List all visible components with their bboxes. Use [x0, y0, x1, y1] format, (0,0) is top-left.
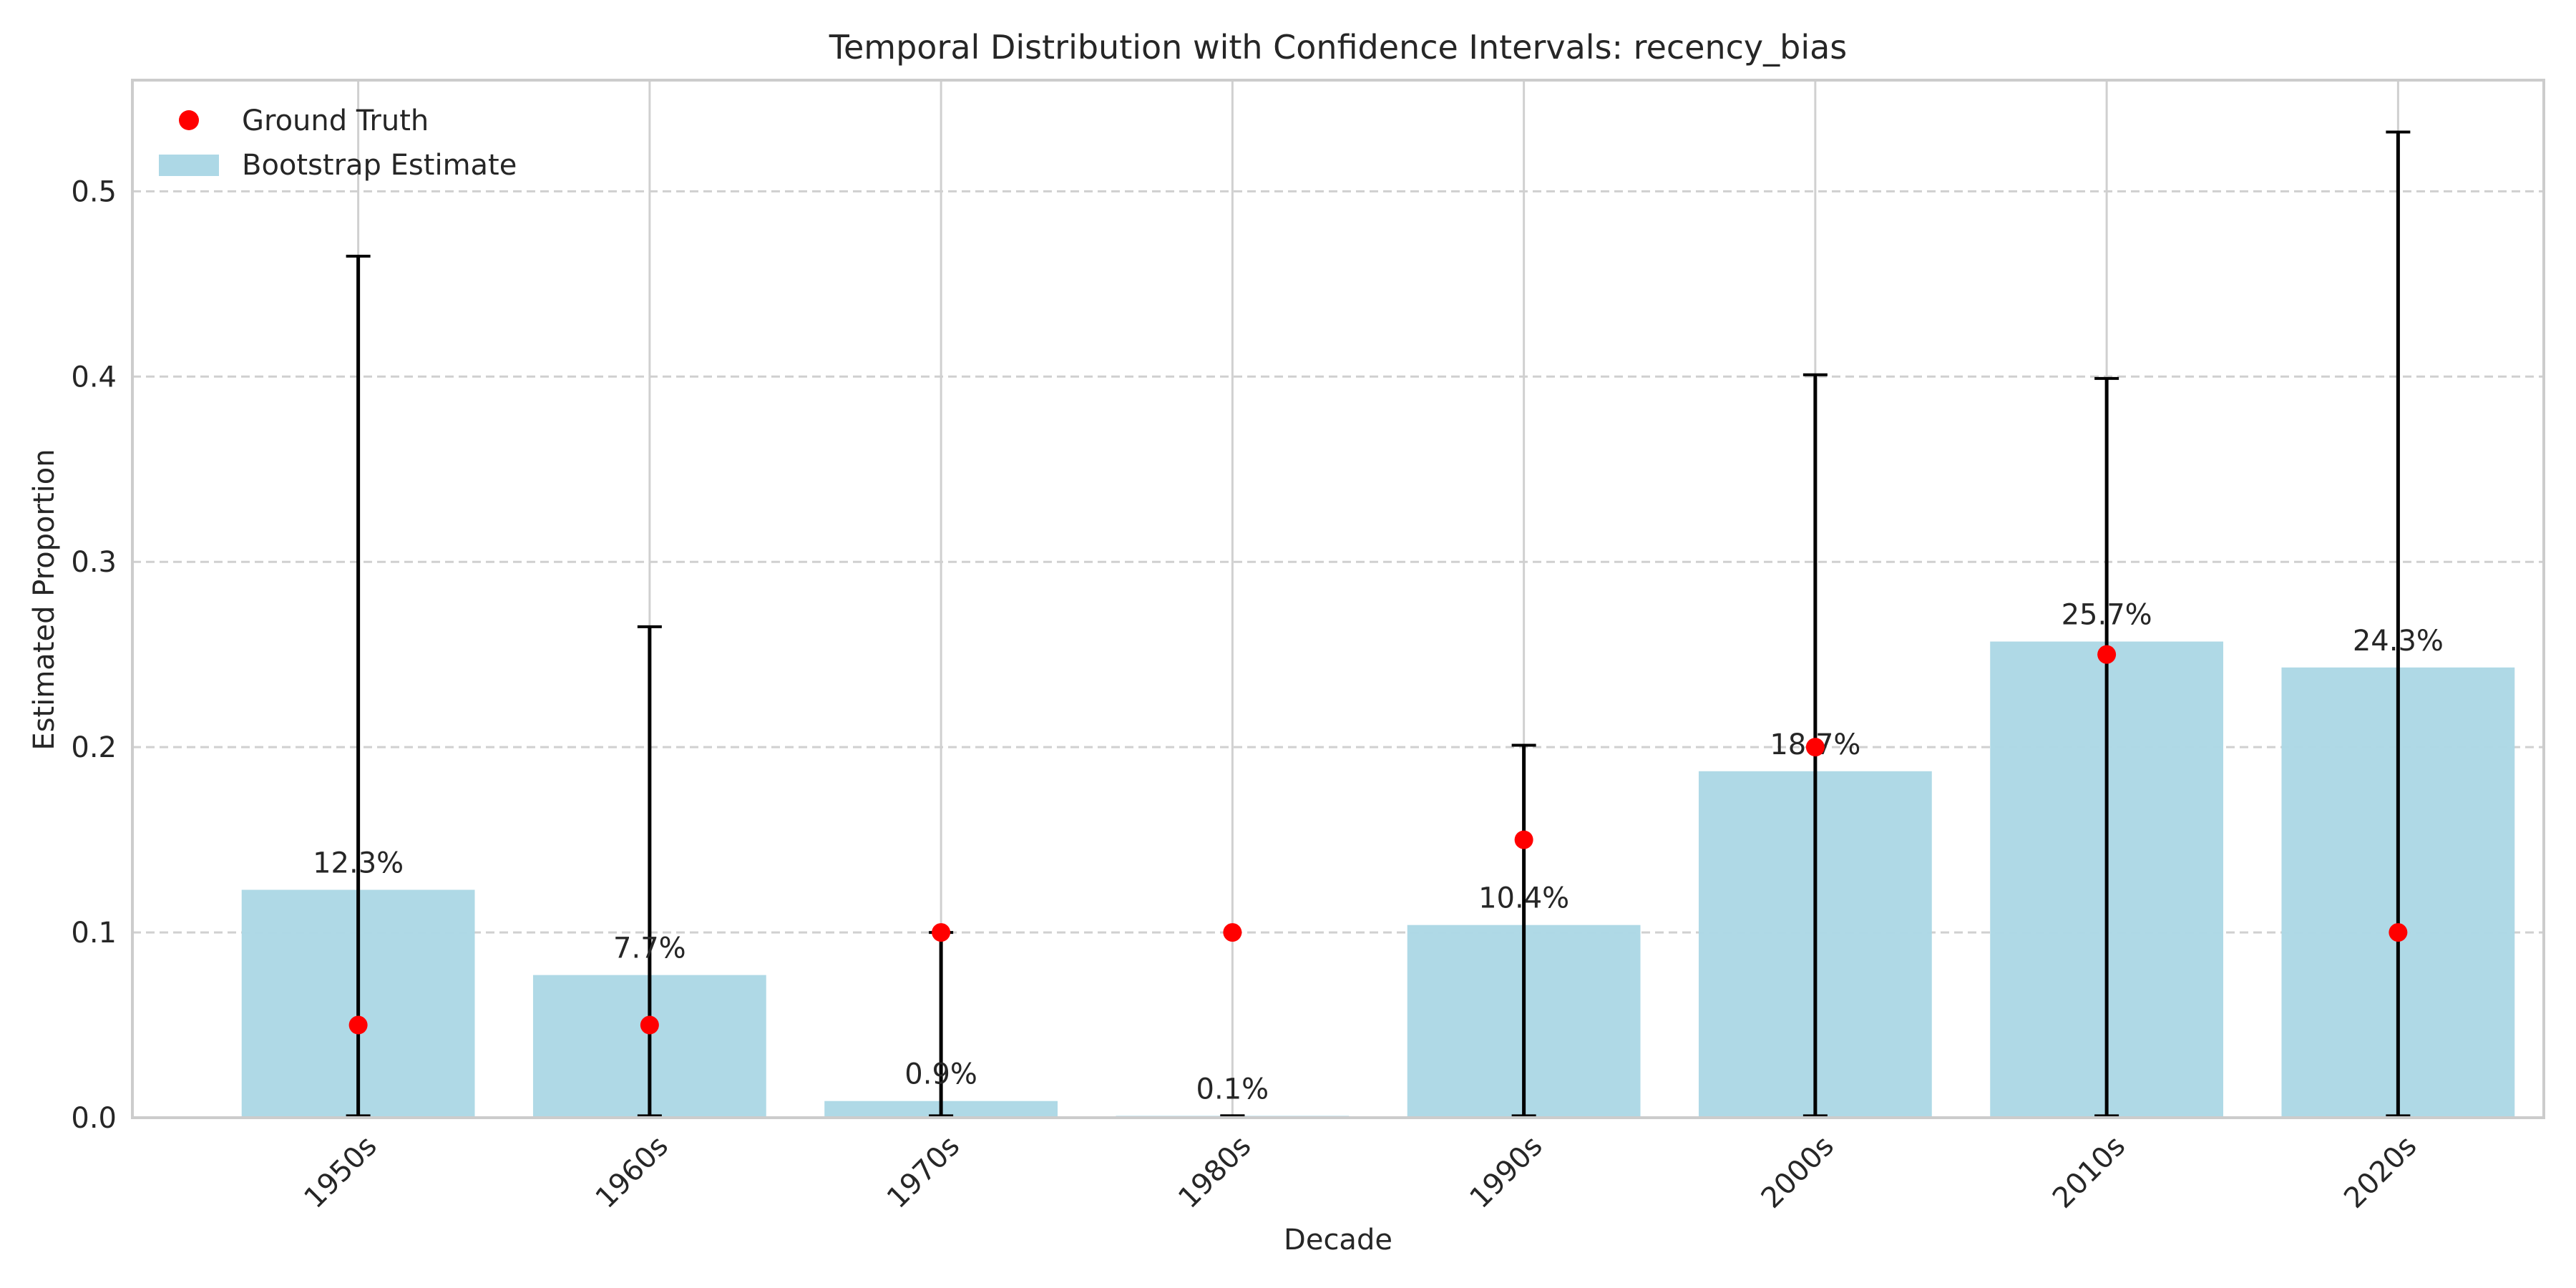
bar-value-label: 10.4% — [1478, 882, 1569, 915]
plot-area: 12.3%7.7%0.9%0.1%10.4%18.7%25.7%24.3%0.0… — [71, 79, 2545, 1215]
x-tick-label: 1970s — [881, 1130, 966, 1215]
ground-truth-point — [2097, 645, 2117, 664]
bar-value-label: 0.1% — [1196, 1073, 1269, 1106]
ground-truth-point — [1223, 923, 1242, 942]
x-tick-label: 2020s — [2338, 1130, 2423, 1215]
axes-frame — [131, 79, 2545, 1119]
legend-ground-truth-marker — [179, 110, 199, 130]
y-tick-label: 0.2 — [71, 731, 117, 764]
x-tick-label: 1950s — [298, 1130, 383, 1215]
x-tick-label: 2010s — [2046, 1130, 2132, 1215]
chart-title: Temporal Distribution with Confidence In… — [829, 28, 1848, 67]
legend: Ground Truth Bootstrap Estimate — [159, 104, 517, 182]
ground-truth-point — [640, 1015, 659, 1035]
x-axis-label: Decade — [1284, 1224, 1392, 1257]
bar-value-label: 25.7% — [2062, 599, 2152, 632]
x-tick-label: 2000s — [1755, 1130, 1840, 1215]
x-tick-label: 1990s — [1463, 1130, 1548, 1215]
y-tick-label: 0.4 — [71, 361, 117, 394]
ground-truth-point — [2389, 923, 2408, 942]
ground-truth-point — [932, 923, 951, 942]
x-tick-label: 1960s — [590, 1130, 675, 1215]
ground-truth-point — [348, 1015, 368, 1035]
bar-value-label: 7.7% — [613, 932, 686, 965]
x-tick-label: 1980s — [1172, 1130, 1257, 1215]
bar-value-label: 24.3% — [2353, 625, 2444, 658]
y-axis-label: Estimated Proportion — [28, 449, 61, 750]
ground-truth-point — [1805, 738, 1825, 757]
legend-bootstrap-label: Bootstrap Estimate — [242, 149, 517, 182]
y-tick-label: 0.0 — [71, 1102, 117, 1135]
legend-bootstrap-swatch — [159, 155, 219, 176]
y-tick-label: 0.5 — [71, 175, 117, 208]
ground-truth-point — [1514, 830, 1533, 849]
legend-ground-truth-label: Ground Truth — [242, 104, 429, 137]
y-tick-label: 0.3 — [71, 546, 117, 579]
y-tick-label: 0.1 — [71, 917, 117, 950]
bar-value-label: 0.9% — [904, 1058, 977, 1091]
bar-value-label: 12.3% — [313, 847, 404, 880]
